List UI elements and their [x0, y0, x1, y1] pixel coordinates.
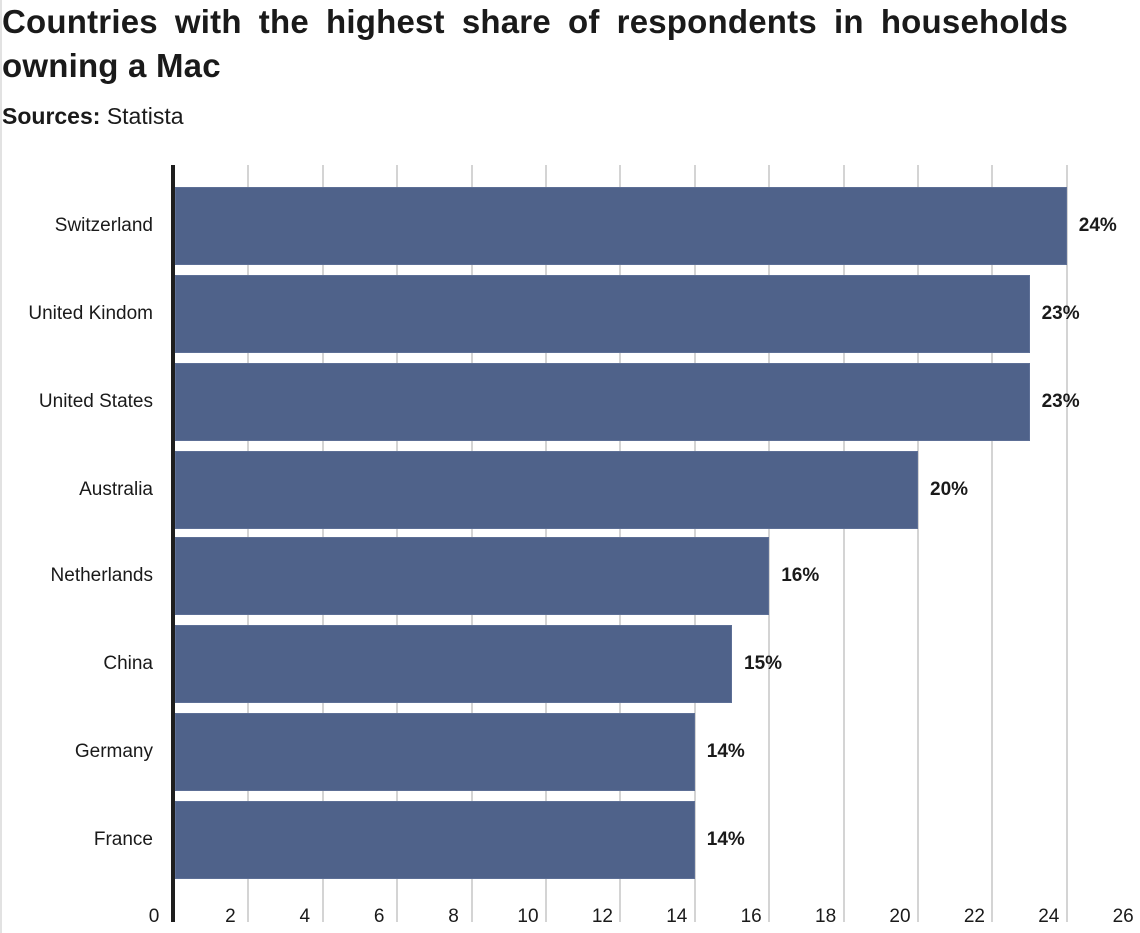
- value-label: 16%: [781, 565, 820, 586]
- gridline: [768, 165, 771, 922]
- gridline: [842, 165, 845, 922]
- bar-china: [175, 625, 732, 703]
- value-label: 23%: [1041, 391, 1080, 412]
- value-label: 14%: [706, 829, 745, 850]
- bar-germany: [175, 713, 695, 791]
- x-tick-label: 14: [666, 906, 688, 927]
- x-tick-label: 26: [1112, 906, 1134, 927]
- category-label: Netherlands: [50, 565, 153, 586]
- value-label: 23%: [1041, 303, 1080, 324]
- x-tick-label: 12: [591, 906, 613, 927]
- bar-united-kindom: [175, 275, 1030, 353]
- category-label: China: [103, 653, 153, 674]
- category-label: Australia: [79, 479, 153, 500]
- chart-source: Sources: Statista: [2, 102, 184, 130]
- x-tick-label: 2: [225, 906, 236, 927]
- left-border: [0, 0, 2, 933]
- category-label: Germany: [74, 741, 153, 762]
- x-tick-label: 16: [740, 906, 762, 927]
- chart-title: Countries with the highest share of resp…: [2, 3, 1068, 84]
- category-label: United States: [38, 391, 153, 412]
- x-tick-label: 24: [1038, 906, 1060, 927]
- x-tick-label: 10: [517, 906, 539, 927]
- bar-france: [175, 801, 695, 879]
- gridline: [917, 165, 919, 922]
- x-tick-label: 6: [373, 906, 385, 927]
- category-label: United Kindom: [28, 303, 153, 324]
- x-tick-label: 20: [889, 906, 911, 927]
- y-axis-line: [171, 165, 175, 922]
- value-label: 24%: [1078, 215, 1117, 236]
- x-tick-label: 22: [963, 906, 985, 927]
- x-tick-label: 8: [448, 906, 459, 927]
- source-label: Sources:: [2, 103, 101, 129]
- gridline: [1065, 165, 1068, 922]
- gridline: [991, 165, 994, 922]
- value-label: 15%: [744, 653, 783, 674]
- x-tick-label: 4: [299, 906, 311, 927]
- bar-netherlands: [175, 537, 770, 615]
- source-value: Statista: [106, 103, 184, 129]
- x-tick-label: 18: [815, 906, 837, 927]
- value-label: 20%: [930, 479, 969, 500]
- category-label: Switzerland: [54, 215, 153, 236]
- bar-united-states: [175, 363, 1030, 441]
- x-tick-label: 0: [148, 906, 160, 927]
- bar-switzerland: [175, 187, 1067, 265]
- category-label: France: [93, 829, 153, 850]
- bar-australia: [175, 451, 918, 529]
- value-label: 14%: [706, 741, 745, 762]
